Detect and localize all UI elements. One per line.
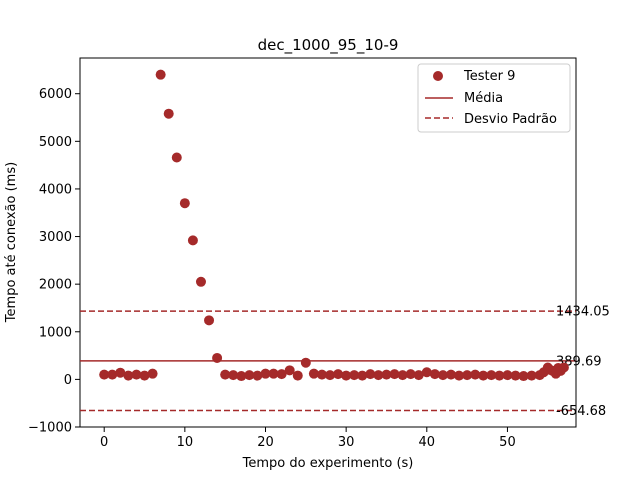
y-tick-label: −1000 — [28, 421, 72, 436]
x-axis-label: Tempo do experimento (s) — [242, 456, 414, 471]
y-tick-label: 6000 — [39, 87, 72, 102]
x-tick-label: 40 — [419, 435, 436, 450]
data-point — [196, 277, 206, 287]
data-point — [180, 198, 190, 208]
legend-label-tester: Tester 9 — [463, 69, 515, 84]
x-tick-label: 30 — [338, 435, 355, 450]
legend: Tester 9 Média Desvio Padrão — [418, 64, 570, 132]
data-point — [559, 362, 569, 372]
y-axis-label: Tempo até conexão (ms) — [4, 162, 19, 323]
legend-marker-icon — [433, 71, 443, 81]
x-tick-label: 20 — [257, 435, 274, 450]
legend-label-media: Média — [464, 91, 503, 106]
reference-line-label: 1434.05 — [556, 305, 610, 320]
data-point — [301, 358, 311, 368]
y-tick-label: 4000 — [39, 182, 72, 197]
y-tick-label: 0 — [64, 373, 72, 388]
data-point — [188, 235, 198, 245]
data-point — [172, 153, 182, 163]
data-point — [204, 315, 214, 325]
y-tick-label: 5000 — [39, 135, 72, 150]
data-point — [164, 109, 174, 119]
chart-title: dec_1000_95_10-9 — [258, 36, 399, 55]
y-tick-label: 3000 — [39, 230, 72, 245]
data-point — [156, 70, 166, 80]
data-point — [148, 369, 158, 379]
legend-label-desvio: Desvio Padrão — [464, 112, 557, 127]
y-tick-label: 1000 — [39, 325, 72, 340]
x-tick-label: 10 — [177, 435, 194, 450]
x-tick-label: 0 — [100, 435, 108, 450]
data-point — [212, 353, 222, 363]
data-point — [293, 371, 303, 381]
reference-line-label: -654.68 — [556, 404, 606, 419]
x-tick-label: 50 — [499, 435, 516, 450]
y-tick-label: 2000 — [39, 278, 72, 293]
